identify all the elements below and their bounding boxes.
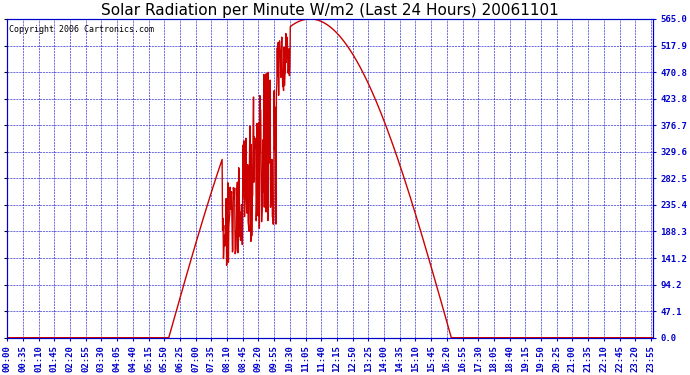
Text: Copyright 2006 Cartronics.com: Copyright 2006 Cartronics.com [8, 26, 154, 34]
Title: Solar Radiation per Minute W/m2 (Last 24 Hours) 20061101: Solar Radiation per Minute W/m2 (Last 24… [101, 3, 559, 18]
